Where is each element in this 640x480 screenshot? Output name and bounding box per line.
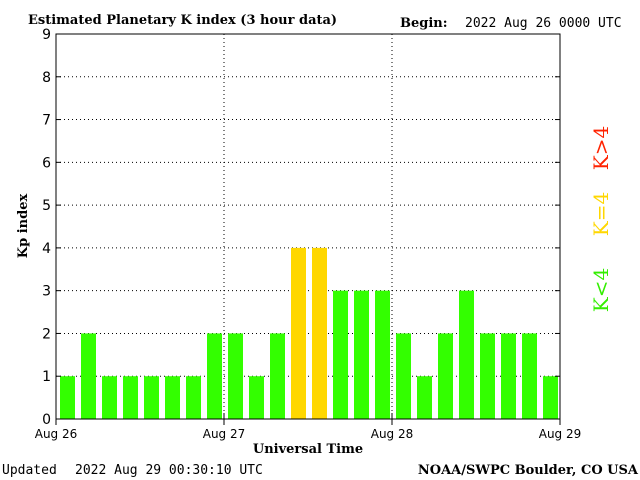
chart-title: Estimated Planetary K index (3 hour data… (28, 13, 337, 28)
begin-value: 2022 Aug 26 0000 UTC (465, 16, 622, 31)
x-tick-label: Aug 26 (35, 427, 78, 441)
y-tick-label: 3 (42, 284, 51, 300)
y-tick-label: 1 (42, 369, 51, 385)
x-tick-label: Aug 28 (371, 427, 414, 441)
legend: K<4 K=4 K>4 (589, 126, 613, 312)
kp-bar (480, 333, 495, 419)
legend-item: K>4 (589, 126, 613, 170)
kp-bar (396, 333, 411, 419)
kp-bar (333, 290, 348, 419)
updated-label: Updated (2, 463, 57, 478)
y-axis-label: Kp index (16, 194, 31, 259)
kp-bar (249, 376, 264, 419)
kp-bar (291, 247, 306, 419)
bar-series (60, 247, 558, 419)
kp-bar (417, 376, 432, 419)
kp-bar (186, 376, 201, 419)
kp-bar (438, 333, 453, 419)
plot-frame (55, 33, 561, 420)
kp-bar (81, 333, 96, 419)
begin-label: Begin: (400, 16, 448, 31)
kp-bar (312, 247, 327, 419)
x-axis-ticks: Aug 26 Aug 27 Aug 28 Aug 29 (35, 413, 582, 441)
kp-bar (354, 290, 369, 419)
source-credit: NOAA/SWPC Boulder, CO USA (418, 463, 639, 478)
kp-bar (228, 333, 243, 419)
kp-bar (501, 333, 516, 419)
y-tick-label: 0 (42, 412, 51, 428)
kp-bar (165, 376, 180, 419)
kp-bar (123, 376, 138, 419)
legend-item: K=4 (589, 192, 613, 236)
kp-bar (60, 376, 75, 419)
y-tick-label: 6 (42, 155, 51, 171)
y-axis-ticks: 0 1 2 3 4 5 6 7 8 9 (42, 27, 560, 428)
x-axis-label: Universal Time (253, 442, 363, 457)
x-tick-label: Aug 27 (203, 427, 246, 441)
kp-bar (543, 376, 558, 419)
y-tick-label: 7 (42, 113, 51, 129)
kp-bar (270, 333, 285, 419)
y-tick-label: 4 (42, 241, 51, 257)
kp-bar (459, 290, 474, 419)
kp-bar (144, 376, 159, 419)
x-tick-label: Aug 29 (539, 427, 582, 441)
kp-bar (522, 333, 537, 419)
y-tick-label: 5 (42, 198, 51, 214)
y-tick-label: 2 (42, 326, 51, 342)
updated-value: 2022 Aug 29 00:30:10 UTC (75, 463, 263, 478)
kp-bar (207, 333, 222, 419)
legend-item: K<4 (589, 268, 613, 312)
y-tick-label: 9 (42, 27, 51, 43)
y-tick-label: 8 (42, 70, 51, 86)
kp-bar (375, 290, 390, 419)
kp-bar (102, 376, 117, 419)
grid-lines (56, 34, 560, 419)
